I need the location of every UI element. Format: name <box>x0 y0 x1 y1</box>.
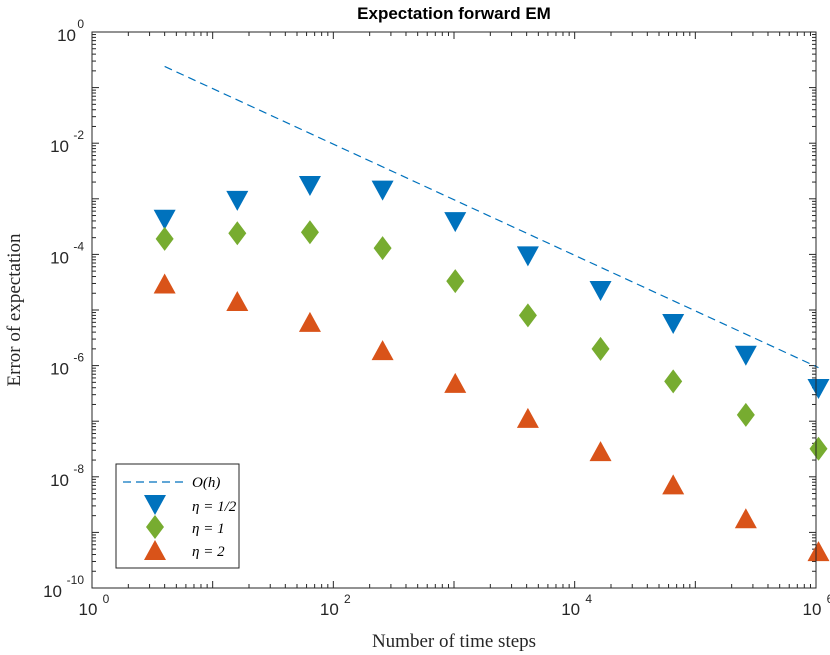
y-tick-label: 10 <box>57 26 76 45</box>
data-point <box>226 291 249 312</box>
data-point <box>518 303 537 328</box>
reference-line-group <box>164 65 819 369</box>
data-point <box>298 175 321 196</box>
legend-label-oh: O(h) <box>192 475 220 491</box>
x-tick-exponent: 4 <box>585 592 592 606</box>
y-tick-exponent: -2 <box>73 128 84 142</box>
reference-line <box>164 65 819 369</box>
x-tick-exponent: 0 <box>103 592 110 606</box>
y-tick-label: 10 <box>50 360 69 379</box>
data-point <box>371 340 394 361</box>
data-point <box>662 314 685 335</box>
y-tick-exponent: 0 <box>77 17 84 31</box>
data-point <box>516 246 539 267</box>
data-point <box>589 441 612 462</box>
x-tick-exponent: 6 <box>827 592 830 606</box>
data-point <box>807 541 830 562</box>
data-point <box>300 220 319 245</box>
legend-label-eta-two: η = 2 <box>192 544 225 560</box>
data-point <box>809 436 828 461</box>
y-tick-exponent: -10 <box>67 573 85 587</box>
data-point <box>664 369 683 394</box>
y-tick-exponent: -4 <box>73 239 84 253</box>
legend-label-eta-one: η = 1 <box>192 521 225 537</box>
y-axis-label: Error of expectation <box>4 233 25 386</box>
data-point <box>516 407 539 428</box>
data-point <box>444 372 467 393</box>
x-tick-exponent: 2 <box>344 592 351 606</box>
data-markers <box>153 175 830 562</box>
data-point <box>662 474 685 495</box>
data-point <box>373 236 392 261</box>
legend-box <box>115 463 240 569</box>
legend-marker <box>146 515 164 539</box>
x-tick-labels: 10 0 10 2 10 4 10 6 <box>79 592 830 619</box>
data-point <box>298 311 321 332</box>
legend-label-eta-half: η = 1/2 <box>192 499 237 515</box>
legend-marker <box>144 495 166 515</box>
x-axis-label: Number of time steps <box>372 631 536 652</box>
plot-box <box>91 31 817 589</box>
y-tick-exponent: -6 <box>73 351 84 365</box>
x-tick-label: 10 <box>803 600 822 619</box>
y-tick-label: 10 <box>43 582 62 601</box>
legend-marker <box>144 540 166 560</box>
x-tick-label: 10 <box>79 600 98 619</box>
data-point <box>591 336 610 361</box>
data-point <box>153 209 176 230</box>
x-tick-label: 10 <box>320 600 339 619</box>
chart-title: Expectation forward EM <box>357 4 551 23</box>
legend: O(h) η = 1/2 η = 1 η = 2 <box>115 463 240 569</box>
data-point <box>153 273 176 294</box>
tick-marks <box>91 32 816 589</box>
y-tick-label: 10 <box>50 137 69 156</box>
data-point <box>589 280 612 301</box>
data-point <box>228 221 247 246</box>
data-point <box>226 190 249 211</box>
legend-markers <box>144 495 166 560</box>
data-point <box>734 345 757 366</box>
data-point <box>155 226 174 251</box>
data-point <box>446 269 465 294</box>
data-point <box>371 180 394 201</box>
y-tick-label: 10 <box>50 471 69 490</box>
data-point <box>736 402 755 427</box>
data-point <box>734 508 757 529</box>
data-point <box>444 212 467 233</box>
y-tick-label: 10 <box>50 248 69 267</box>
x-tick-label: 10 <box>561 600 580 619</box>
y-tick-exponent: -8 <box>73 462 84 476</box>
data-point <box>807 378 830 399</box>
